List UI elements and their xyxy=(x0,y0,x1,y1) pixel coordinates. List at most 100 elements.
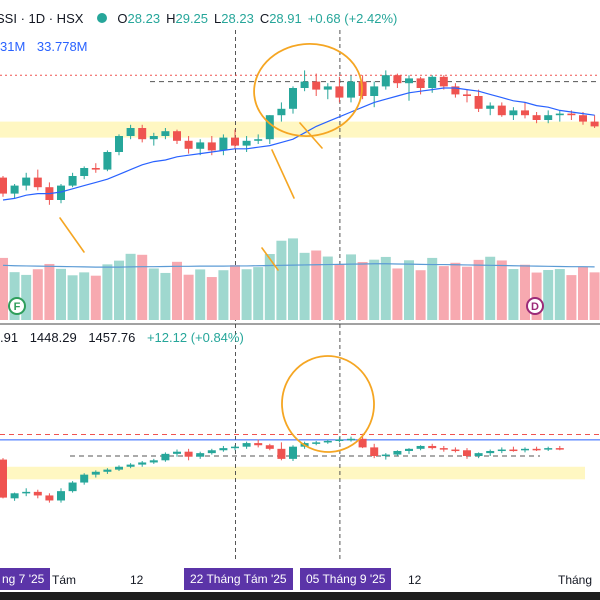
index-candle xyxy=(323,440,332,443)
price-candle xyxy=(497,105,506,116)
close-value: 28.91 xyxy=(269,10,302,26)
volume-bar xyxy=(230,265,240,320)
volume-bar xyxy=(32,269,43,320)
index-candle xyxy=(115,466,123,470)
volume-bar xyxy=(148,268,159,320)
index-candle xyxy=(68,482,77,492)
index-candle xyxy=(277,448,286,459)
time-tick: 05 Tháng 9 '25 xyxy=(300,568,392,590)
index-candle xyxy=(358,438,367,448)
price-candle xyxy=(173,131,181,141)
close-label: C xyxy=(259,10,270,26)
volume-bar xyxy=(334,264,345,320)
high-value: 29.25 xyxy=(175,10,209,26)
event-badge-d[interactable]: D xyxy=(526,297,544,315)
price-candle xyxy=(57,185,65,200)
market-status-dot xyxy=(97,13,108,23)
volume-bar xyxy=(520,264,530,320)
volume-bar xyxy=(450,262,461,320)
volume-bar xyxy=(253,267,264,320)
price-candle xyxy=(80,168,89,176)
price-candle xyxy=(428,76,437,88)
volume-bar xyxy=(311,250,322,320)
price-candle xyxy=(486,105,495,109)
volume-bar xyxy=(427,257,438,320)
price-candle xyxy=(335,86,344,98)
volume-bar xyxy=(554,269,565,320)
volume-bar xyxy=(56,268,66,320)
index-change-value: +12.12 (+0.84%) xyxy=(146,330,244,345)
volume-bar xyxy=(566,275,577,320)
volume-bar xyxy=(543,270,554,320)
price-candle xyxy=(532,115,541,120)
volume-bar xyxy=(67,275,78,320)
index-candle xyxy=(544,448,553,450)
index-candle xyxy=(138,462,147,465)
price-candle xyxy=(439,76,448,87)
index-candle xyxy=(231,446,239,449)
index-candle xyxy=(463,450,471,456)
annotation-stroke xyxy=(299,122,323,149)
volume-bar xyxy=(195,269,206,320)
volume-bar xyxy=(462,266,472,320)
price-candle xyxy=(393,75,402,84)
price-candle xyxy=(416,78,425,88)
open-label: O xyxy=(117,10,128,26)
volume-bar xyxy=(531,272,542,320)
change-value: +0.68 (+2.42%) xyxy=(307,10,398,26)
volume-bar xyxy=(241,269,252,320)
index-candle xyxy=(428,445,437,449)
price-candle xyxy=(289,88,297,109)
index-candle xyxy=(555,448,564,450)
low-label: L xyxy=(214,10,222,26)
price-candle xyxy=(126,128,135,136)
time-axis[interactable]: ng 7 '25 Tám 12 22 Tháng Tám '25 05 Thán… xyxy=(0,568,600,592)
volume-bar xyxy=(369,259,380,320)
price-candle xyxy=(555,113,564,116)
annotation-circle xyxy=(281,355,375,453)
price-candle xyxy=(451,86,460,95)
volume-bar xyxy=(276,240,287,320)
index-candle xyxy=(33,491,42,496)
index-support-zone xyxy=(0,466,585,480)
index-candle xyxy=(184,451,193,457)
index-candle xyxy=(265,445,274,449)
time-tick: Tám xyxy=(52,573,76,587)
price-candle xyxy=(277,108,286,116)
volume-ma-value: 33.778M xyxy=(36,39,88,54)
low-value: 28.23 xyxy=(221,10,254,26)
price-candle xyxy=(103,152,112,170)
event-badge-f[interactable]: F xyxy=(8,297,26,315)
time-tick: ng 7 '25 xyxy=(0,568,51,590)
index-candle xyxy=(219,448,228,451)
index-candle xyxy=(451,449,460,452)
index-candle xyxy=(497,449,506,452)
index-candle xyxy=(103,469,112,472)
price-candle xyxy=(10,185,19,194)
volume-bar xyxy=(114,260,124,320)
volume-bar xyxy=(264,254,275,320)
volume-bar xyxy=(438,266,449,320)
price-candle xyxy=(370,86,379,96)
price-candle xyxy=(590,121,599,127)
volume-bar xyxy=(578,266,588,320)
annotation-circle xyxy=(253,43,363,137)
index-candle xyxy=(173,451,181,454)
index-candle xyxy=(45,495,54,501)
price-candle xyxy=(231,137,239,146)
index-candle xyxy=(532,448,541,451)
index-candle xyxy=(289,446,297,459)
price-candle xyxy=(33,177,42,188)
high-label: H xyxy=(166,10,176,26)
price-candle xyxy=(405,78,413,84)
price-candle xyxy=(68,176,77,186)
price-candle xyxy=(312,81,321,90)
volume-bar xyxy=(392,268,403,320)
volume-value: 31M xyxy=(0,39,26,54)
bottom-bar xyxy=(0,592,600,600)
symbol-label: SSI · 1D · HSX xyxy=(0,10,84,26)
time-tick: 12 xyxy=(408,573,422,587)
index-candle xyxy=(126,464,135,467)
index-candle xyxy=(393,450,402,455)
volume-bar xyxy=(299,252,310,320)
